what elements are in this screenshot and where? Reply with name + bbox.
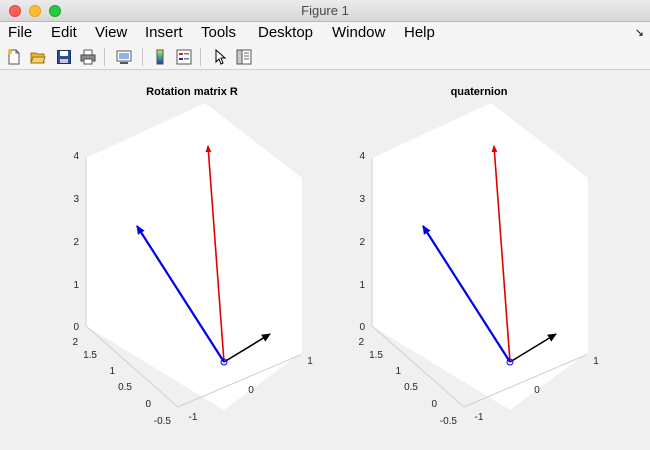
close-window-button[interactable] — [9, 5, 21, 17]
insert-colorbar-icon[interactable] — [152, 49, 168, 65]
figure-canvas: Rotation matrix R 4 3 2 1 0 2 1.5 1 0.5 … — [0, 70, 650, 450]
y-tick-label: -0.5 — [154, 416, 172, 427]
open-file-icon[interactable] — [30, 49, 46, 65]
y-tick-label: 1.5 — [83, 350, 97, 361]
y-tick-label: 2 — [358, 337, 364, 348]
new-figure-icon[interactable] — [6, 49, 22, 65]
link-plot-icon[interactable] — [116, 49, 132, 65]
z-tick-label: 0 — [359, 322, 365, 333]
blue-vector — [136, 225, 225, 363]
x-tick-label: -1 — [475, 412, 484, 423]
menu-insert[interactable]: Insert — [145, 24, 183, 41]
z-tick-label: 2 — [73, 237, 79, 248]
menu-window[interactable]: Window — [332, 24, 386, 41]
z-tick-label: 4 — [359, 151, 365, 162]
z-tick-label: 0 — [73, 322, 79, 333]
menu-tools[interactable]: Tools — [201, 24, 237, 41]
x-tick-label: 0 — [248, 385, 254, 396]
z-tick-label: 4 — [73, 151, 79, 162]
y-tick-label: 0.5 — [118, 382, 132, 393]
y-tick-label: -0.5 — [440, 416, 458, 427]
menu-desktop[interactable]: Desktop — [258, 24, 314, 41]
black-vector — [223, 333, 271, 363]
dock-arrow-icon[interactable]: ↘ — [634, 27, 644, 39]
zoom-window-button[interactable] — [49, 5, 61, 17]
x-tick-label: 1 — [593, 356, 599, 367]
menu-edit[interactable]: Edit — [51, 24, 77, 41]
property-inspector-icon[interactable] — [236, 49, 252, 65]
menu-view[interactable]: View — [95, 24, 128, 41]
figure-toolbar — [0, 44, 650, 70]
z-tick-label: 3 — [359, 194, 365, 205]
figure-svg: Rotation matrix R 4 3 2 1 0 2 1.5 1 0.5 … — [72, 86, 599, 427]
window-titlebar: Figure 1 — [0, 0, 650, 22]
red-vector — [491, 145, 511, 363]
axes-rotation-matrix[interactable]: Rotation matrix R 4 3 2 1 0 2 1.5 1 0.5 … — [72, 86, 313, 427]
origin-marker — [506, 358, 514, 366]
axes-title: quaternion — [451, 86, 508, 98]
black-vector — [509, 333, 557, 363]
axes-quaternion[interactable]: quaternion 4 3 2 1 0 2 1.5 1 0.5 0 -0.5 … — [358, 86, 599, 427]
menu-bar: File Edit View Insert Tools Desktop Wind… — [0, 22, 650, 44]
print-icon[interactable] — [80, 49, 96, 65]
y-tick-label: 2 — [72, 337, 78, 348]
menu-file[interactable]: File — [8, 24, 33, 41]
y-tick-label: 0 — [145, 399, 151, 410]
insert-legend-icon[interactable] — [176, 49, 192, 65]
y-tick-label: 1 — [109, 366, 115, 377]
x-tick-label: 1 — [307, 356, 313, 367]
y-tick-label: 0.5 — [404, 382, 418, 393]
axes-background — [86, 103, 302, 410]
axes-title: Rotation matrix R — [146, 86, 238, 98]
z-tick-label: 1 — [73, 280, 79, 291]
blue-vector — [422, 225, 511, 363]
y-tick-label: 0 — [431, 399, 437, 410]
minimize-window-button[interactable] — [29, 5, 41, 17]
z-tick-label: 3 — [73, 194, 79, 205]
z-tick-label: 2 — [359, 237, 365, 248]
edit-plot-arrow-icon[interactable] — [212, 49, 228, 65]
y-tick-label: 1.5 — [369, 350, 383, 361]
origin-marker — [220, 358, 228, 366]
z-tick-label: 1 — [359, 280, 365, 291]
save-icon[interactable] — [56, 49, 72, 65]
menu-help[interactable]: Help — [404, 24, 435, 41]
y-tick-label: 1 — [395, 366, 401, 377]
window-title: Figure 1 — [301, 3, 349, 18]
x-tick-label: 0 — [534, 385, 540, 396]
red-vector — [205, 145, 225, 363]
x-tick-label: -1 — [189, 412, 198, 423]
axes-background — [372, 103, 588, 410]
